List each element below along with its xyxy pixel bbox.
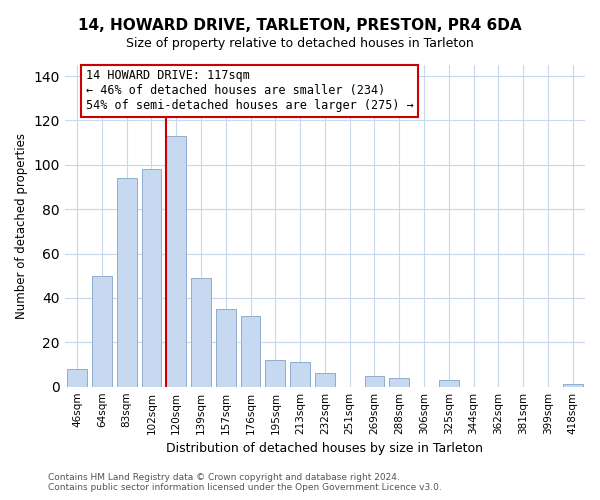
Text: 14, HOWARD DRIVE, TARLETON, PRESTON, PR4 6DA: 14, HOWARD DRIVE, TARLETON, PRESTON, PR4… [78,18,522,32]
Bar [67,369,87,386]
Text: 14 HOWARD DRIVE: 117sqm
← 46% of detached houses are smaller (234)
54% of semi-d: 14 HOWARD DRIVE: 117sqm ← 46% of detache… [86,70,413,112]
Bar [439,380,458,386]
Bar [315,374,335,386]
Bar [92,276,112,386]
Bar [365,376,385,386]
Bar [389,378,409,386]
Bar [117,178,137,386]
Bar [166,136,186,386]
Bar [142,170,161,386]
Y-axis label: Number of detached properties: Number of detached properties [15,133,28,319]
Text: Contains HM Land Registry data © Crown copyright and database right 2024.
Contai: Contains HM Land Registry data © Crown c… [48,473,442,492]
Bar [563,384,583,386]
Bar [216,309,236,386]
Bar [290,362,310,386]
X-axis label: Distribution of detached houses by size in Tarleton: Distribution of detached houses by size … [166,442,484,455]
Bar [191,278,211,386]
Bar [265,360,285,386]
Bar [241,316,260,386]
Text: Size of property relative to detached houses in Tarleton: Size of property relative to detached ho… [126,38,474,51]
